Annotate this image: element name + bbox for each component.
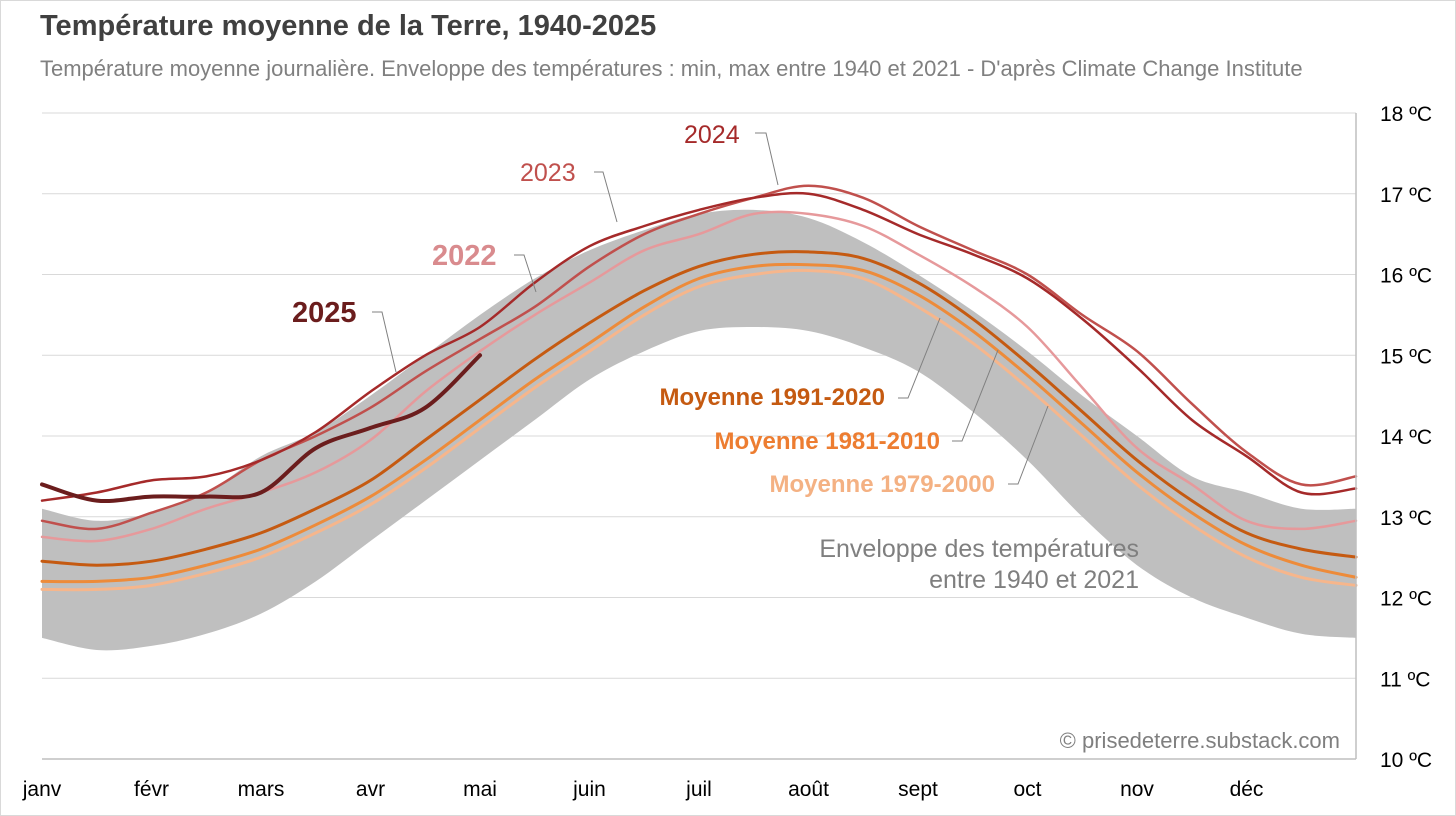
label-leader-line [952, 349, 999, 442]
y-tick-label: 15 ºC [1380, 345, 1432, 368]
y-tick-label: 10 ºC [1380, 749, 1432, 772]
label-leader-line [372, 311, 397, 373]
chart-title: Température moyenne de la Terre, 1940-20… [40, 10, 657, 42]
series-line-moyenne-1991-2020 [40, 250, 1358, 567]
y-tick-label: 17 ºC [1380, 184, 1432, 207]
y-tick-label: 16 ºC [1380, 265, 1432, 288]
series-layer [40, 184, 1358, 592]
x-tick-label: oct [1013, 778, 1041, 801]
tick-labels: 10 ºC 11 ºC 12 ºC 13 ºC 14 ºC 15 ºC 16 ºC 17 ºC… [22, 103, 1432, 801]
label-leaders [372, 132, 1049, 485]
envelope-layer [42, 209, 1356, 651]
x-tick-label: déc [1230, 778, 1264, 801]
label-2024: 2024 [684, 121, 740, 149]
y-tick-label: 12 ºC [1380, 588, 1432, 611]
x-tick-label: mai [463, 778, 497, 801]
y-tick-label: 11 ºC [1380, 668, 1430, 691]
chart-subtitle: Température moyenne journalière. Envelop… [40, 56, 1303, 81]
x-tick-label: sept [898, 778, 938, 801]
label-moyenne-1979-2000: Moyenne 1979-2000 [770, 471, 995, 498]
x-tick-label: avr [356, 778, 385, 801]
label-leader-line [898, 317, 941, 399]
series-line-2024 [40, 191, 1358, 502]
x-tick-label: févr [134, 778, 169, 801]
label-leader-line [594, 171, 618, 223]
label-envelope-line2: entre 1940 et 2021 [929, 566, 1139, 594]
label-leader-line [755, 132, 779, 186]
label-leader-line [514, 254, 537, 293]
label-envelope-line1: Enveloppe des températures [819, 535, 1139, 563]
y-tick-label: 14 ºC [1380, 426, 1432, 449]
x-tick-label: janv [22, 778, 62, 801]
y-tick-label: 18 ºC [1380, 103, 1432, 126]
x-tick-label: mars [238, 778, 285, 801]
series-line-moyenne-1979-2000 [40, 268, 1358, 592]
credit-text: © prisedeterre.substack.com [1060, 728, 1340, 753]
label-moyenne-1981-2010: Moyenne 1981-2010 [715, 428, 940, 455]
label-2023: 2023 [520, 159, 576, 187]
x-tick-label: juin [572, 778, 606, 801]
series-line-2025 [40, 353, 482, 504]
label-2025: 2025 [292, 297, 357, 329]
series-line-moyenne-1981-2010 [40, 262, 1358, 584]
x-tick-label: août [788, 778, 829, 801]
envelope-band [42, 209, 1356, 651]
x-tick-label: nov [1120, 778, 1154, 801]
label-2022: 2022 [432, 240, 497, 272]
x-tick-label: juil [685, 778, 712, 801]
y-tick-label: 13 ºC [1380, 507, 1432, 530]
label-moyenne-1991-2020: Moyenne 1991-2020 [660, 384, 885, 411]
axes [42, 113, 1357, 760]
label-leader-line [1008, 405, 1049, 485]
